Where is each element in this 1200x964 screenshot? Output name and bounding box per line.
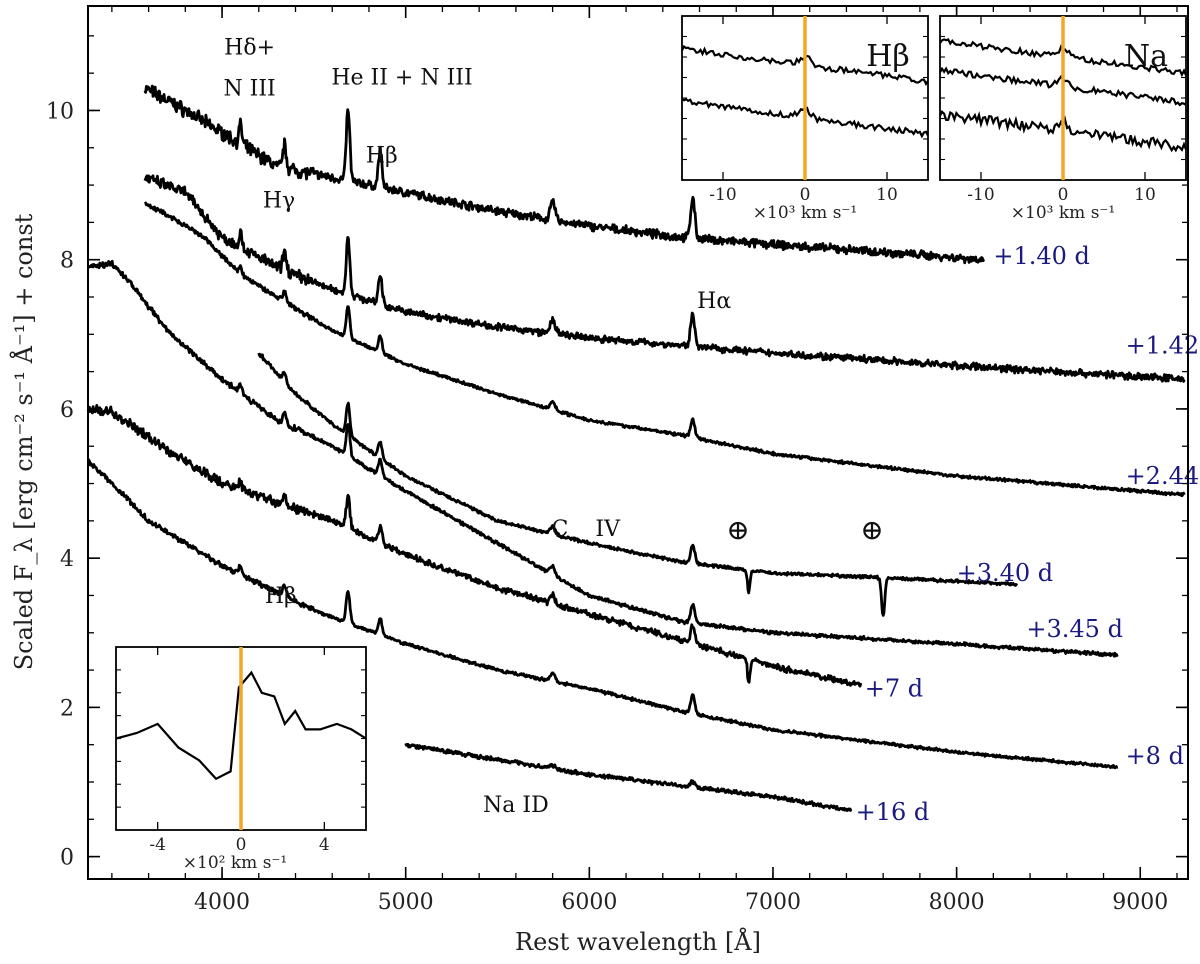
y-tick-label: 2 <box>60 696 74 721</box>
y-tick-label: 6 <box>60 398 74 423</box>
y-tick-label: 10 <box>46 99 74 124</box>
x-tick-label: 5000 <box>378 890 434 915</box>
spectrum-line <box>404 742 853 813</box>
inset-x-label: ×10³ km s⁻¹ <box>1011 203 1115 223</box>
line-annotation: N III <box>223 77 275 102</box>
x-axis-label: Rest wavelength [Å] <box>515 927 761 956</box>
inset-tick-label: 0 <box>236 835 247 855</box>
y-tick-label: 0 <box>60 846 74 871</box>
y-tick-label: 8 <box>60 249 74 274</box>
inset-tick-label: 0 <box>1058 185 1069 205</box>
spectrum-line <box>143 174 1186 383</box>
inset-title: Hβ <box>866 39 910 74</box>
line-annotation: IV <box>595 517 621 542</box>
inset-tick-label: -10 <box>967 185 994 205</box>
inset-x-label: ×10² km s⁻¹ <box>183 853 287 873</box>
line-annotation: Hδ+ <box>224 36 275 61</box>
inset-tick-label: 0 <box>800 185 811 205</box>
inset-tick-label: -4 <box>149 835 166 855</box>
telluric-symbol: ⊕ <box>726 514 749 547</box>
inset-tick-label: -10 <box>709 185 736 205</box>
line-annotation: C <box>552 517 569 542</box>
line-annotation: Hγ <box>263 188 295 213</box>
epoch-label: +3.45 d <box>1026 615 1123 643</box>
insets: -10 0 10×10³ km s⁻¹Hβ-10 0 10×10³ km s⁻¹Na-4… <box>115 15 1188 873</box>
inset-2: -10 0 10×10³ km s⁻¹Na <box>939 15 1188 223</box>
inset-tick-label: 10 <box>876 185 898 205</box>
spectrum-line <box>86 259 1119 658</box>
inset-1: -10 0 10 ×10³ km s⁻¹ Hβ <box>681 15 929 223</box>
inset-tick-label: 10 <box>1134 185 1156 205</box>
y-tick-label: 4 <box>60 547 74 572</box>
y-axis-label: Scaled F_λ [erg cm⁻² s⁻¹ Å⁻¹] + const <box>9 213 38 670</box>
epoch-label: +8 d <box>1126 742 1184 770</box>
line-annotations: Hδ+ N III He II + N III Hβ Hγ Hα C IV Hβ Na ID ⊕ ⊕ <box>223 36 883 818</box>
x-tick-label: 8000 <box>929 890 985 915</box>
inset-tick-label: 4 <box>319 835 330 855</box>
spectrum-line <box>86 403 863 688</box>
spectrum-line <box>143 84 986 265</box>
epoch-labels: +1.40 d+1.42 d+2.44 d+3.40 d+3.45 d+7 d+… <box>856 242 1200 826</box>
plot-frame <box>87 5 1189 880</box>
x-tick-label: 9000 <box>1112 890 1168 915</box>
spectrum-line <box>87 458 1119 770</box>
epoch-label: +7 d <box>865 675 923 703</box>
epoch-label: +3.40 d <box>957 559 1054 587</box>
telluric-symbol: ⊕ <box>860 514 883 547</box>
line-annotation: He II + N III <box>331 65 472 90</box>
spectrum-line <box>143 201 1186 498</box>
line-annotation: Na ID <box>483 793 549 818</box>
inset-x-label: ×10³ km s⁻¹ <box>753 203 857 223</box>
epoch-label: +16 d <box>856 798 930 826</box>
x-tick-label: 4000 <box>194 890 250 915</box>
line-annotation: Hβ <box>265 584 297 609</box>
x-tick-label: 7000 <box>745 890 801 915</box>
inset-3: -4 0 4 ×10² km s⁻¹ <box>115 646 367 873</box>
inset-spectrum <box>115 670 367 781</box>
line-annotation: Hβ <box>366 144 398 169</box>
main-spectra <box>86 84 1186 813</box>
epoch-label: +1.40 d <box>993 242 1090 270</box>
spectrum-line <box>257 352 1019 617</box>
line-annotation: Hα <box>697 289 731 314</box>
x-tick-label: 6000 <box>561 890 617 915</box>
